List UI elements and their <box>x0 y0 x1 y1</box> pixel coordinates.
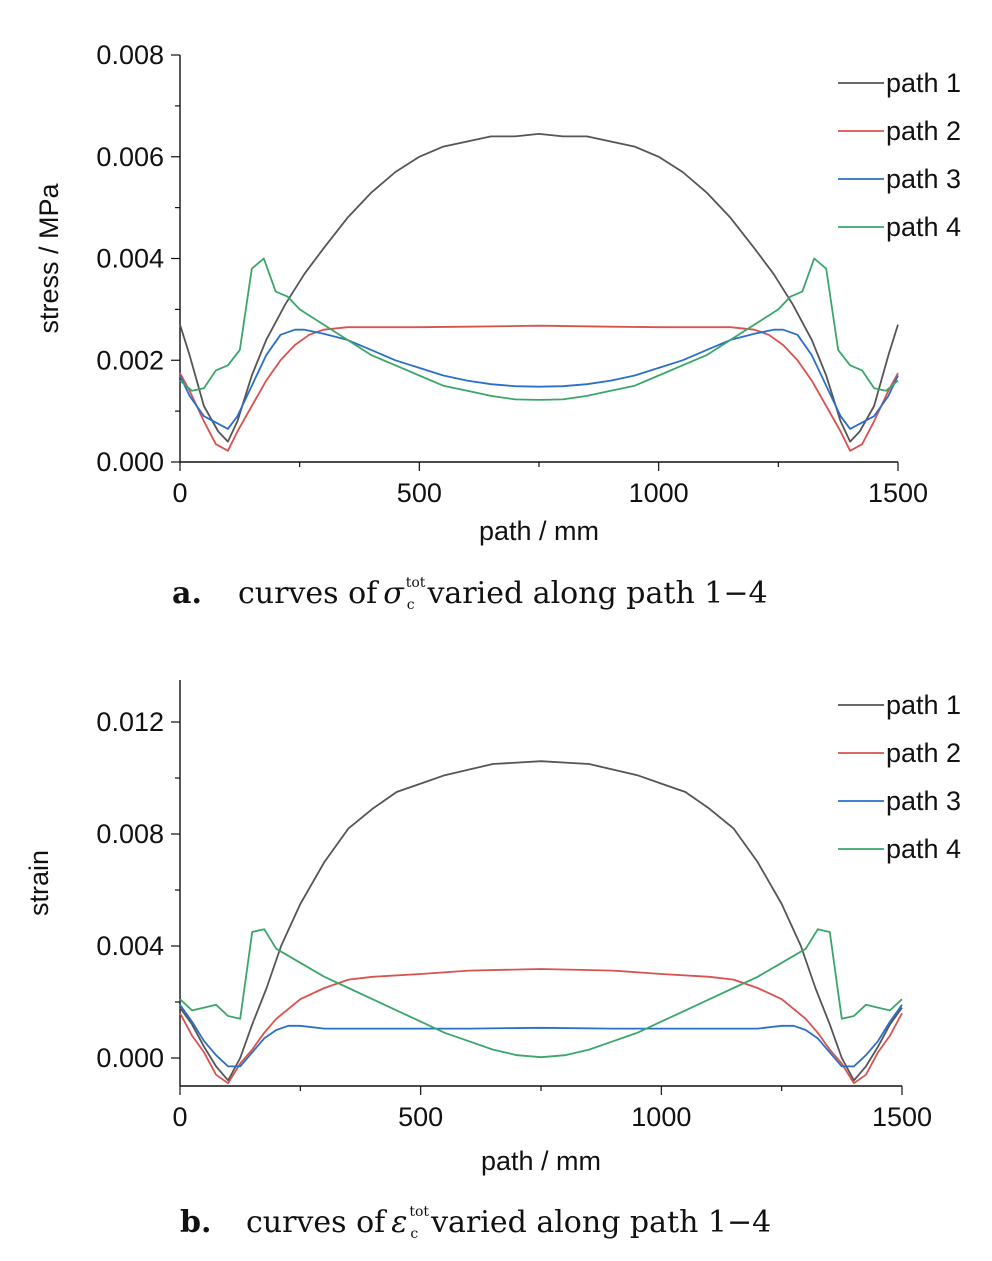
legend-label: path 2 <box>886 738 961 768</box>
chart-panel-a: 0 500 1000 1500 0.000 0.002 0.004 0.006 0.008 pat… <box>34 40 961 546</box>
series-line-path-1 <box>179 760 903 1082</box>
caption-suffix: varied along path 1−4 <box>430 1205 771 1240</box>
x-axis-title: path / mm <box>481 1146 601 1176</box>
y-tick-label: 0.002 <box>96 345 164 375</box>
x-tick-label: 500 <box>397 478 442 508</box>
legend-label: path 1 <box>886 690 961 720</box>
caption-symbol-sup: tot <box>406 575 426 591</box>
caption-suffix: varied along path 1−4 <box>426 576 767 611</box>
legend-label: path 1 <box>886 68 961 98</box>
x-tick-label: 1000 <box>629 478 689 508</box>
x-tick-label: 0 <box>172 478 187 508</box>
x-tick-label: 0 <box>172 1102 187 1132</box>
caption-label: a. <box>172 576 202 611</box>
legend-label: path 4 <box>886 212 961 242</box>
caption-symbol-sub: c <box>407 597 415 613</box>
y-tick-label: 0.008 <box>96 819 164 849</box>
caption-symbol: ε <box>391 1205 407 1240</box>
legend: path 1 path 2 path 3 path 4 <box>838 68 961 242</box>
series-line-path-4 <box>179 257 899 401</box>
series-line-path-3 <box>179 1004 903 1068</box>
y-tick-label: 0.000 <box>96 1043 164 1073</box>
x-tick-label: 500 <box>398 1102 443 1132</box>
series-line-path-2 <box>179 968 903 1085</box>
series-line-path-4 <box>179 928 903 1059</box>
caption-symbol-sub: c <box>410 1226 418 1242</box>
legend-label: path 3 <box>886 786 961 816</box>
legend-label: path 2 <box>886 116 961 146</box>
x-tick-label: 1500 <box>872 1102 932 1132</box>
caption: b. curves of ε tot c varied along path 1−4 <box>180 1204 771 1242</box>
y-axis-title: stress / MPa <box>34 183 64 334</box>
y-tick-label: 0.000 <box>96 447 164 477</box>
caption-label: b. <box>180 1205 211 1240</box>
y-tick-label: 0.004 <box>96 931 164 961</box>
y-tick-label: 0.006 <box>96 142 164 172</box>
caption-prefix: curves of <box>246 1205 387 1240</box>
y-tick-label: 0.008 <box>96 40 164 70</box>
legend-label: path 3 <box>886 164 961 194</box>
x-tick-label: 1500 <box>868 478 928 508</box>
caption: a. curves of σ tot c varied along path 1−4 <box>172 575 768 613</box>
caption-prefix: curves of <box>238 576 379 611</box>
x-tick-label: 1000 <box>631 1102 691 1132</box>
series-line-path-1 <box>179 133 899 443</box>
y-tick-label: 0.012 <box>96 707 164 737</box>
series-line-path-3 <box>179 328 899 430</box>
chart-panel-b: 0 500 1000 1500 0.000 0.004 0.008 0.012 path / m… <box>24 680 961 1176</box>
legend: path 1 path 2 path 3 path 4 <box>838 690 961 864</box>
caption-symbol-sup: tot <box>409 1204 429 1220</box>
caption-symbol: σ <box>383 576 405 611</box>
y-tick-label: 0.004 <box>96 244 164 274</box>
series-line-path-2 <box>179 324 899 452</box>
x-axis-title: path / mm <box>479 516 599 546</box>
legend-label: path 4 <box>886 834 961 864</box>
y-axis-title: strain <box>24 850 54 916</box>
